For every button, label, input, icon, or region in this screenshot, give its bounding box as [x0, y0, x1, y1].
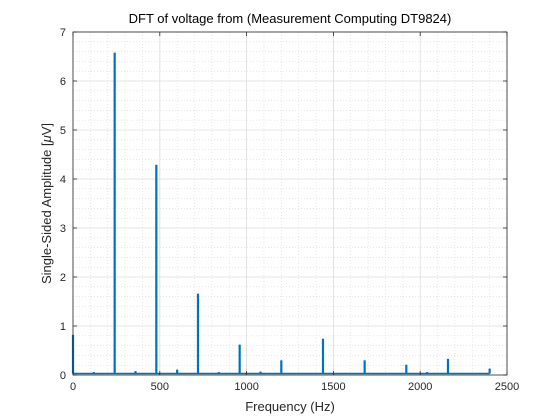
axes-background: [73, 32, 507, 375]
y-tick-label: 3: [60, 223, 66, 235]
x-tick-label: 1500: [321, 381, 345, 393]
y-axis-label: Single-Sided Amplitude [μV]: [39, 123, 54, 284]
x-tick-label: 500: [151, 381, 169, 393]
x-tick-labels: 0 500 1000 1500 2000 2500: [70, 381, 519, 393]
y-axis-label-suffix: V]: [39, 123, 54, 135]
x-axis-label: Frequency (Hz): [245, 399, 335, 414]
axes-box: [72, 31, 508, 376]
ticks-layer: [72, 31, 508, 376]
y-tick-label: 6: [60, 76, 66, 88]
x-tick-label: 2500: [495, 381, 519, 393]
y-axis-label-mu: μ: [39, 135, 54, 143]
chart-title: DFT of voltage from (Measurement Computi…: [129, 11, 452, 26]
y-tick-label: 2: [60, 272, 66, 284]
y-tick-label: 0: [60, 370, 66, 382]
y-tick-label: 1: [60, 321, 66, 333]
y-tick-labels: 0 1 2 3 4 5 6 7: [60, 27, 66, 382]
y-tick-label: 5: [60, 125, 66, 137]
x-tick-label: 1000: [234, 381, 258, 393]
x-tick-label: 0: [70, 381, 76, 393]
y-tick-label: 4: [60, 174, 66, 186]
minor-grid: [73, 32, 507, 375]
y-axis-label-prefix: Single-Sided Amplitude [: [39, 142, 54, 284]
y-tick-label: 7: [60, 27, 66, 39]
x-tick-label: 2000: [408, 381, 432, 393]
